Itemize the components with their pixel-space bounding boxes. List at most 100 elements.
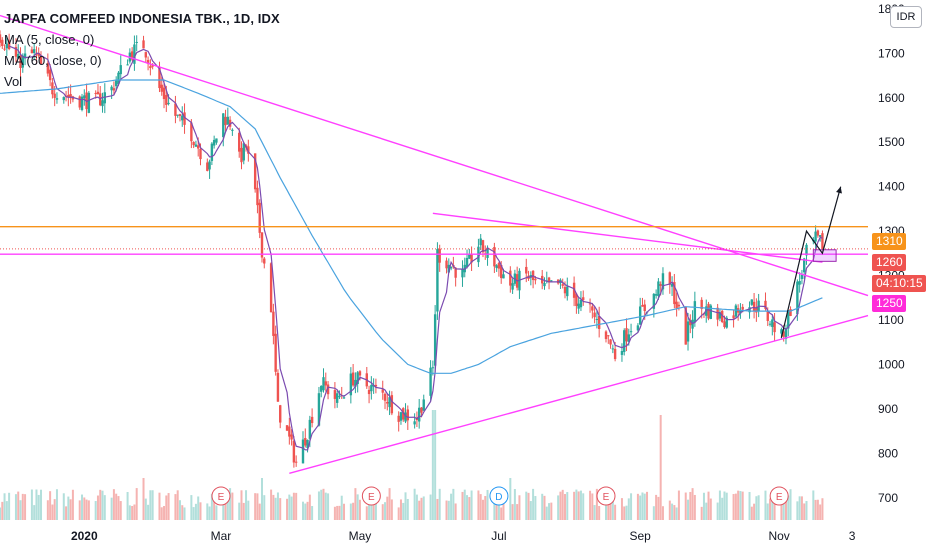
volume-bar [147, 504, 150, 520]
volume-bar [566, 492, 569, 520]
candle-body [294, 461, 298, 463]
candle-body [661, 273, 665, 290]
volume-bar [327, 493, 330, 520]
volume-bar [390, 499, 393, 520]
volume-bar [258, 503, 261, 520]
candle-body [486, 247, 489, 258]
candle-body [231, 129, 234, 131]
volume-bar [545, 506, 548, 520]
volume-bar [593, 505, 596, 520]
volume-bar [773, 497, 776, 520]
volume-bar [17, 491, 20, 520]
currency-button[interactable]: IDR [890, 6, 922, 28]
candle-body [67, 94, 70, 98]
event-label: E [218, 492, 225, 503]
volume-bar [49, 491, 52, 520]
volume-bar [279, 498, 282, 520]
candle-body [798, 280, 801, 285]
volume-bar [176, 490, 179, 520]
volume-bar [614, 504, 617, 520]
event-label: E [776, 492, 783, 503]
candle-body [700, 299, 703, 309]
volume-bar [256, 493, 259, 520]
candle-body [226, 116, 230, 125]
volume-bar [816, 499, 819, 520]
x-tick-label: Sep [629, 529, 651, 543]
volume-bar [652, 506, 655, 520]
earnings-marker [596, 486, 616, 506]
candle-body [604, 331, 608, 340]
candle-body [117, 72, 120, 85]
candle-body [351, 372, 355, 386]
projection-arrow [780, 186, 842, 338]
volume-bar [550, 502, 553, 520]
candle-body [720, 310, 724, 322]
candle-body [481, 240, 485, 253]
candle-body [547, 277, 551, 283]
indicator-volume[interactable]: Vol [4, 74, 23, 89]
candle-body [716, 307, 719, 320]
candle-body [750, 299, 754, 305]
candle-body [135, 41, 138, 43]
candle-body [87, 92, 91, 113]
price-badge-label: 04:10:15 [876, 276, 923, 290]
volume-bar [192, 507, 195, 520]
volume-bar [35, 489, 38, 520]
volume-bar [386, 496, 389, 520]
volume-bar [500, 507, 503, 520]
volume-bar [589, 490, 592, 520]
candle-body [370, 385, 373, 392]
volume-bar [561, 489, 564, 520]
indicator-ma5[interactable]: MA (5, close, 0) [4, 32, 95, 47]
volume-bar [582, 493, 585, 520]
candle-body [627, 334, 630, 342]
volume-bar [693, 494, 696, 520]
candle-body [242, 143, 245, 161]
volume-bar [404, 492, 407, 520]
x-tick-label: 3 [849, 529, 856, 543]
candle-body [292, 440, 296, 463]
volume-bar [381, 504, 384, 520]
candle-body [46, 62, 50, 74]
volume-bar [766, 503, 769, 520]
price-badge-label: 1310 [876, 234, 903, 248]
candle-body [210, 143, 214, 161]
y-tick-label: 800 [878, 446, 898, 460]
volume-bar [30, 489, 33, 520]
volume-bar [413, 488, 416, 520]
candle-body [805, 244, 808, 256]
volume-bar [14, 494, 17, 520]
volume-bar [197, 496, 200, 520]
volume-bar [270, 489, 273, 520]
volume-bar [126, 492, 129, 520]
candle-body [260, 232, 264, 258]
volume-bar [636, 493, 639, 520]
indicator-ma60[interactable]: MA (60, close, 0) [4, 53, 102, 68]
candle-body [301, 439, 305, 464]
candle-body [816, 230, 820, 236]
volume-bar [245, 490, 248, 520]
volume-bar [149, 490, 152, 520]
volume-bar [803, 503, 806, 520]
candle-body [723, 321, 726, 328]
volume-bar [422, 496, 425, 520]
volume-bar [226, 490, 229, 520]
volume-bar [750, 506, 753, 520]
candle-body [354, 379, 357, 387]
volume-bar [208, 506, 211, 520]
candle-body [7, 40, 11, 50]
candle-body [48, 69, 52, 81]
candle-body [597, 316, 601, 329]
candle-body [561, 284, 564, 286]
volume-bar [5, 501, 8, 520]
volume-bar [529, 501, 532, 520]
candle-body [3, 48, 6, 50]
candle-body [374, 384, 378, 387]
candle-body [167, 102, 170, 104]
volume-bar [620, 498, 623, 520]
candle-body [151, 64, 154, 67]
candle-body [160, 84, 163, 92]
candle-body [803, 258, 806, 273]
